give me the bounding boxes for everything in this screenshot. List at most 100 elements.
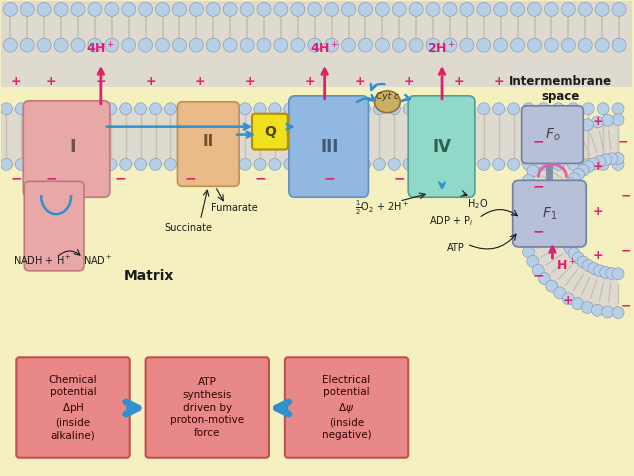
Circle shape bbox=[209, 159, 221, 170]
Text: NADH + H$^+$: NADH + H$^+$ bbox=[13, 254, 72, 268]
Circle shape bbox=[388, 103, 400, 115]
Circle shape bbox=[592, 304, 604, 316]
Text: Cyt c: Cyt c bbox=[376, 92, 399, 101]
Circle shape bbox=[577, 256, 589, 268]
FancyBboxPatch shape bbox=[408, 96, 475, 197]
Circle shape bbox=[342, 38, 356, 52]
Text: Chemical
potential
$\Delta$pH
(inside
alkaline): Chemical potential $\Delta$pH (inside al… bbox=[49, 375, 97, 440]
Circle shape bbox=[443, 38, 457, 52]
Circle shape bbox=[577, 164, 589, 176]
Circle shape bbox=[307, 2, 321, 16]
Circle shape bbox=[155, 2, 169, 16]
Circle shape bbox=[155, 38, 169, 52]
Bar bbox=[1, 1, 632, 87]
Text: +: + bbox=[563, 294, 574, 307]
Circle shape bbox=[105, 159, 117, 170]
Circle shape bbox=[150, 103, 162, 115]
Text: +: + bbox=[96, 75, 106, 89]
Circle shape bbox=[179, 159, 191, 170]
Circle shape bbox=[448, 159, 460, 170]
Text: +: + bbox=[354, 75, 365, 89]
Circle shape bbox=[257, 2, 271, 16]
Circle shape bbox=[325, 38, 339, 52]
Circle shape bbox=[223, 38, 237, 52]
Circle shape bbox=[552, 159, 564, 170]
Circle shape bbox=[209, 103, 221, 115]
Circle shape bbox=[546, 280, 558, 292]
Circle shape bbox=[612, 38, 626, 52]
Circle shape bbox=[553, 287, 566, 299]
Circle shape bbox=[195, 103, 206, 115]
Circle shape bbox=[358, 2, 372, 16]
FancyBboxPatch shape bbox=[178, 102, 239, 186]
Circle shape bbox=[299, 103, 311, 115]
Circle shape bbox=[593, 265, 605, 277]
Circle shape bbox=[463, 103, 475, 115]
Circle shape bbox=[257, 38, 271, 52]
Circle shape bbox=[527, 2, 541, 16]
Circle shape bbox=[583, 161, 594, 173]
Circle shape bbox=[522, 175, 534, 187]
Text: +: + bbox=[404, 75, 415, 89]
Circle shape bbox=[120, 159, 132, 170]
Text: 4H$^+$: 4H$^+$ bbox=[86, 42, 115, 57]
Circle shape bbox=[612, 152, 624, 164]
Text: −: − bbox=[45, 171, 57, 185]
Circle shape bbox=[45, 159, 57, 170]
Circle shape bbox=[553, 133, 566, 145]
Circle shape bbox=[240, 38, 254, 52]
Circle shape bbox=[517, 195, 529, 207]
Circle shape bbox=[588, 262, 600, 275]
Circle shape bbox=[409, 38, 423, 52]
Circle shape bbox=[546, 140, 558, 152]
Text: −: − bbox=[621, 299, 631, 312]
Circle shape bbox=[602, 306, 614, 318]
Circle shape bbox=[612, 2, 626, 16]
FancyBboxPatch shape bbox=[285, 357, 408, 458]
Polygon shape bbox=[524, 122, 618, 310]
Circle shape bbox=[75, 159, 87, 170]
Circle shape bbox=[418, 159, 430, 170]
Text: −: − bbox=[533, 135, 545, 149]
Text: −: − bbox=[533, 179, 545, 193]
Circle shape bbox=[164, 103, 176, 115]
Circle shape bbox=[522, 159, 534, 170]
Circle shape bbox=[37, 2, 51, 16]
Text: +: + bbox=[593, 160, 604, 173]
Circle shape bbox=[274, 2, 288, 16]
Circle shape bbox=[426, 2, 440, 16]
Circle shape bbox=[564, 243, 576, 255]
Text: +: + bbox=[493, 75, 504, 89]
Circle shape bbox=[358, 103, 370, 115]
Circle shape bbox=[134, 103, 146, 115]
Circle shape bbox=[15, 159, 27, 170]
Circle shape bbox=[477, 2, 491, 16]
Circle shape bbox=[54, 38, 68, 52]
Text: +: + bbox=[145, 75, 156, 89]
Circle shape bbox=[105, 2, 119, 16]
Circle shape bbox=[555, 213, 566, 225]
Circle shape bbox=[403, 103, 415, 115]
Circle shape bbox=[88, 38, 102, 52]
Circle shape bbox=[71, 38, 85, 52]
Circle shape bbox=[206, 38, 220, 52]
FancyBboxPatch shape bbox=[146, 357, 269, 458]
Circle shape bbox=[1, 103, 12, 115]
Circle shape bbox=[582, 103, 594, 115]
Circle shape bbox=[190, 38, 204, 52]
Circle shape bbox=[516, 205, 527, 217]
Text: Matrix: Matrix bbox=[124, 269, 174, 283]
Circle shape bbox=[516, 215, 527, 228]
Circle shape bbox=[538, 273, 550, 285]
Circle shape bbox=[522, 103, 534, 115]
Text: −: − bbox=[533, 269, 545, 283]
Circle shape bbox=[375, 2, 389, 16]
Circle shape bbox=[105, 38, 119, 52]
Text: +: + bbox=[46, 75, 56, 89]
Circle shape bbox=[561, 38, 575, 52]
Text: +: + bbox=[593, 115, 604, 128]
Text: −: − bbox=[533, 224, 545, 238]
Circle shape bbox=[433, 159, 445, 170]
Circle shape bbox=[373, 103, 385, 115]
Circle shape bbox=[588, 158, 600, 170]
